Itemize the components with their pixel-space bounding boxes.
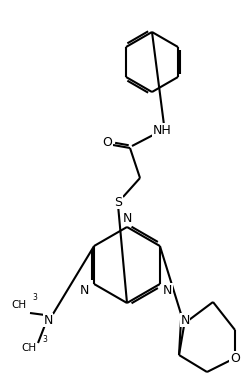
Text: N: N — [180, 313, 189, 326]
Text: CH: CH — [12, 300, 27, 310]
Text: N: N — [79, 283, 88, 296]
Text: NH: NH — [152, 124, 171, 137]
Text: CH: CH — [22, 343, 37, 353]
Text: O: O — [229, 352, 239, 365]
Text: N: N — [163, 283, 172, 296]
Text: 3: 3 — [32, 293, 37, 301]
Text: 3: 3 — [42, 335, 47, 345]
Text: S: S — [114, 196, 121, 209]
Text: N: N — [122, 213, 131, 226]
Text: N: N — [43, 313, 52, 326]
Text: O: O — [102, 136, 111, 149]
